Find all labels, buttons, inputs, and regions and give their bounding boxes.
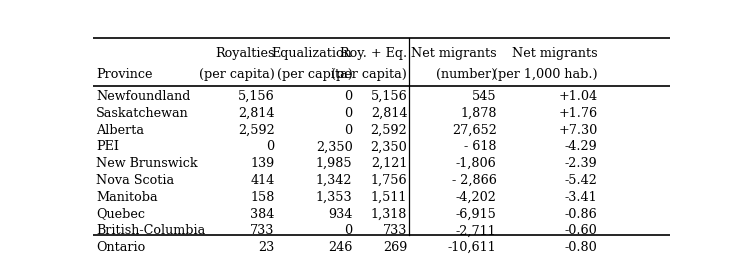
Text: 2,350: 2,350: [371, 140, 407, 153]
Text: Net migrants: Net migrants: [411, 47, 497, 60]
Text: (per capita): (per capita): [277, 68, 353, 81]
Text: (per 1,000 hab.): (per 1,000 hab.): [493, 68, 597, 81]
Text: PEI: PEI: [96, 140, 119, 153]
Text: 2,592: 2,592: [238, 123, 275, 136]
Text: Newfoundland: Newfoundland: [96, 90, 190, 103]
Text: Roy. + Eq.: Roy. + Eq.: [340, 47, 407, 60]
Text: (per capita): (per capita): [331, 68, 407, 81]
Text: 5,156: 5,156: [238, 90, 275, 103]
Text: Equalization: Equalization: [272, 47, 353, 60]
Text: 934: 934: [328, 207, 353, 221]
Text: +7.30: +7.30: [558, 123, 597, 136]
Text: 733: 733: [250, 224, 275, 237]
Text: Manitoba: Manitoba: [96, 191, 158, 204]
Text: -1,806: -1,806: [456, 157, 497, 170]
Text: 158: 158: [250, 191, 275, 204]
Text: Royalties: Royalties: [215, 47, 275, 60]
Text: (per capita): (per capita): [199, 68, 275, 81]
Text: +1.76: +1.76: [559, 107, 597, 120]
Text: - 618: - 618: [464, 140, 497, 153]
Text: 384: 384: [250, 207, 275, 221]
Text: Quebec: Quebec: [96, 207, 145, 221]
Text: 414: 414: [251, 174, 275, 187]
Text: 545: 545: [472, 90, 497, 103]
Text: 0: 0: [344, 123, 353, 136]
Text: 23: 23: [258, 241, 275, 254]
Text: -5.42: -5.42: [565, 174, 597, 187]
Text: 246: 246: [328, 241, 353, 254]
Text: New Brunswick: New Brunswick: [96, 157, 197, 170]
Text: 0: 0: [344, 224, 353, 237]
Text: -0.80: -0.80: [565, 241, 597, 254]
Text: Net migrants: Net migrants: [512, 47, 597, 60]
Text: 139: 139: [251, 157, 275, 170]
Text: -10,611: -10,611: [448, 241, 497, 254]
Text: 2,814: 2,814: [238, 107, 275, 120]
Text: Nova Scotia: Nova Scotia: [96, 174, 174, 187]
Text: 0: 0: [344, 107, 353, 120]
Text: -2.39: -2.39: [565, 157, 597, 170]
Text: 1,985: 1,985: [316, 157, 353, 170]
Text: - 2,866: - 2,866: [452, 174, 497, 187]
Text: -0.86: -0.86: [565, 207, 597, 221]
Text: -3.41: -3.41: [565, 191, 597, 204]
Text: -4,202: -4,202: [456, 191, 497, 204]
Text: Saskatchewan: Saskatchewan: [96, 107, 189, 120]
Text: 2,350: 2,350: [315, 140, 353, 153]
Text: -6,915: -6,915: [456, 207, 497, 221]
Text: Ontario: Ontario: [96, 241, 145, 254]
Text: 1,318: 1,318: [371, 207, 407, 221]
Text: 269: 269: [383, 241, 407, 254]
Text: -4.29: -4.29: [565, 140, 597, 153]
Text: 1,878: 1,878: [460, 107, 497, 120]
Text: 5,156: 5,156: [371, 90, 407, 103]
Text: Province: Province: [96, 68, 153, 81]
Text: 2,592: 2,592: [371, 123, 407, 136]
Text: (number): (number): [437, 68, 497, 81]
Text: -2,711: -2,711: [456, 224, 497, 237]
Text: 2,121: 2,121: [371, 157, 407, 170]
Text: -0.60: -0.60: [565, 224, 597, 237]
Text: 0: 0: [266, 140, 275, 153]
Text: 1,756: 1,756: [371, 174, 407, 187]
Text: British-Columbia: British-Columbia: [96, 224, 205, 237]
Text: 1,353: 1,353: [316, 191, 353, 204]
Text: 1,342: 1,342: [316, 174, 353, 187]
Text: 2,814: 2,814: [371, 107, 407, 120]
Text: 0: 0: [344, 90, 353, 103]
Text: 733: 733: [383, 224, 407, 237]
Text: 27,652: 27,652: [452, 123, 497, 136]
Text: +1.04: +1.04: [559, 90, 597, 103]
Text: 1,511: 1,511: [371, 191, 407, 204]
Text: Alberta: Alberta: [96, 123, 144, 136]
